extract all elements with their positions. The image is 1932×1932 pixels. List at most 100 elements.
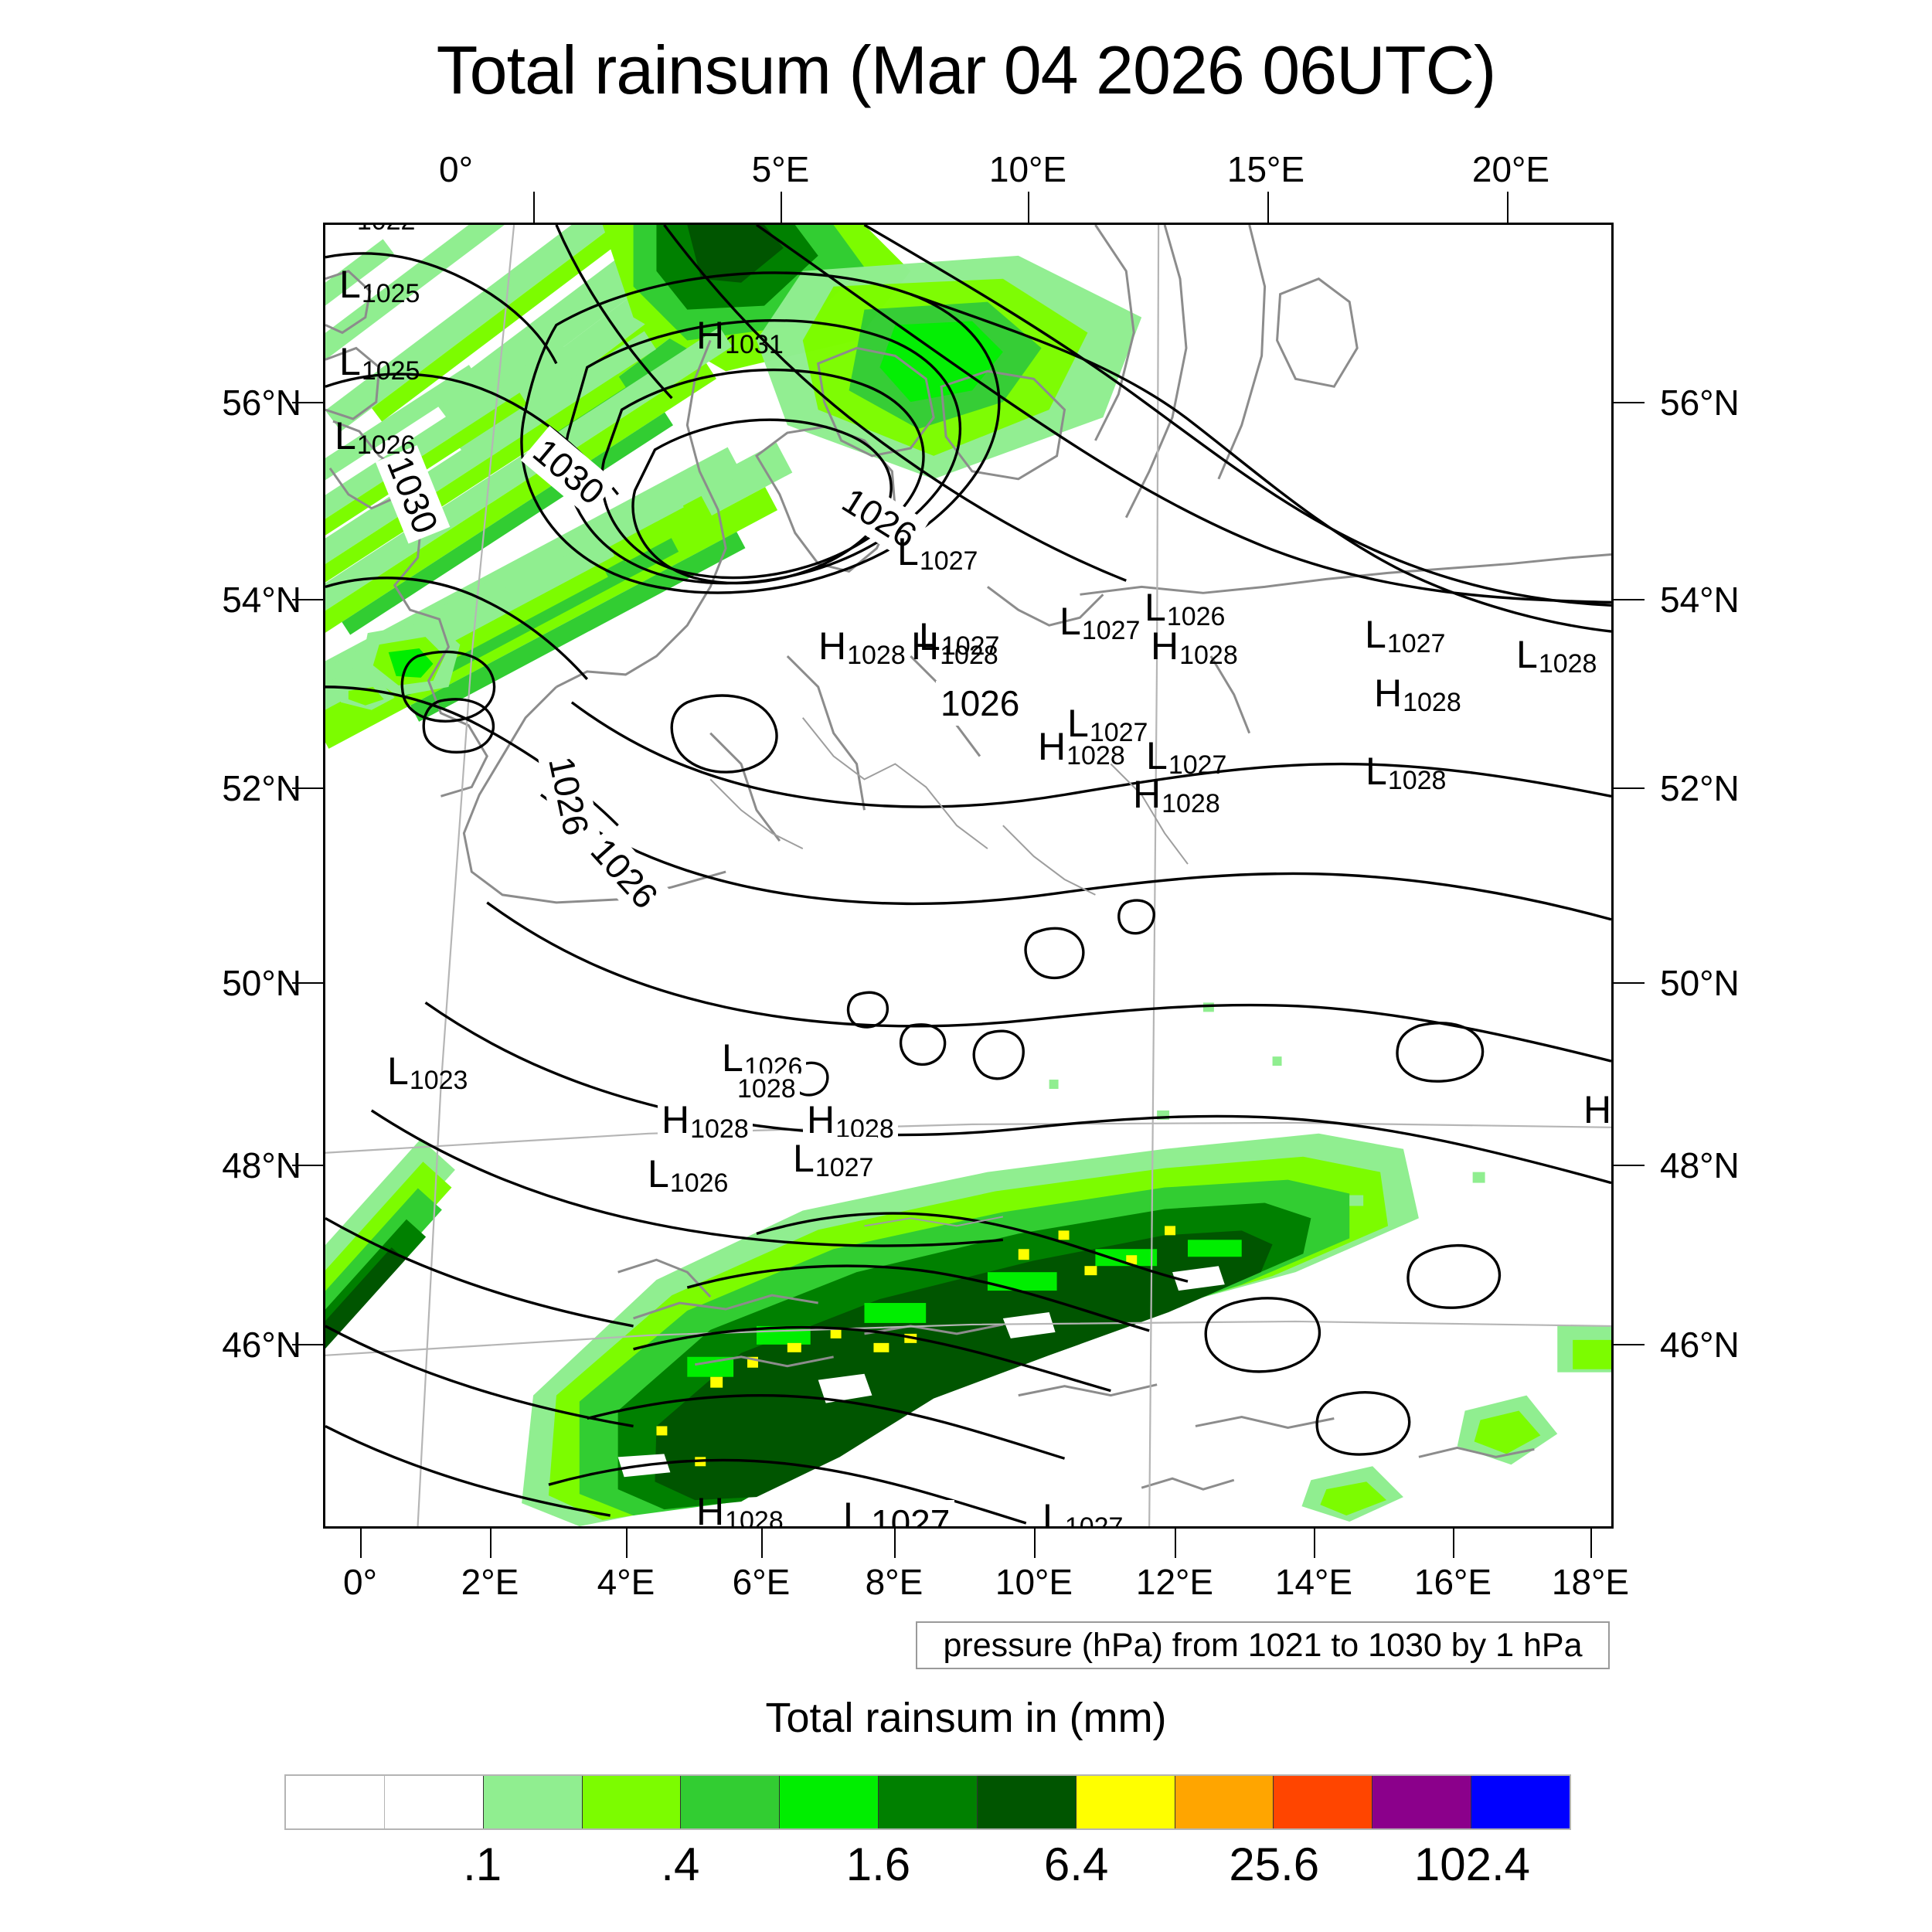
pressure-center-H1028-c: H1028 <box>1370 672 1465 718</box>
right-tick-2: 52°N <box>1660 768 1740 808</box>
pressure-center-L1028-h: L1028 <box>1366 750 1447 795</box>
colorbar-segment-5[interactable] <box>780 1776 879 1828</box>
top-tickmark <box>1028 192 1029 224</box>
map-canvas: 1030 1030 1026 1026 1026 1026 1027 L1022… <box>325 225 1611 1526</box>
right-tickmark <box>1614 599 1645 600</box>
pressure-center-L1027-i: L1027 <box>789 1137 878 1183</box>
pressure-legend: pressure (hPa) from 1021 to 1030 by 1 hP… <box>916 1621 1610 1669</box>
colorbar-tick-2: 1.6 <box>845 1838 911 1890</box>
left-tick-4: 48°N <box>222 1145 301 1185</box>
pressure-center-H1028-e: H1028 <box>1133 773 1220 818</box>
bottom-tick-8: 16°E <box>1413 1562 1492 1602</box>
top-tickmark <box>533 192 535 224</box>
right-tickmark <box>1614 1165 1645 1166</box>
pressure-center-L1026-g: L1026 <box>644 1152 733 1199</box>
bottom-tickmark <box>1590 1529 1592 1558</box>
graticule <box>325 225 1611 1526</box>
colorbar-title: Total rainsum in (mm) <box>765 1695 1167 1741</box>
colorbar-segment-12[interactable] <box>1471 1776 1570 1828</box>
colorbar[interactable] <box>284 1774 1571 1830</box>
pressure-center-H1031: H1031 <box>696 314 784 359</box>
left-tick-3: 50°N <box>222 963 301 1003</box>
left-tickmark <box>292 1344 323 1345</box>
colorbar-segment-1[interactable] <box>384 1776 484 1828</box>
colorbar-segment-0[interactable] <box>286 1776 385 1828</box>
pressure-center-L1027-f: L1027 <box>1361 613 1450 659</box>
pressure-center-L1027-h: L1027 <box>1146 734 1227 780</box>
right-tick-3: 50°N <box>1660 963 1740 1003</box>
pressure-center-L1025-b: L1025 <box>339 340 420 386</box>
colorbar-tick-0: .1 <box>463 1838 502 1890</box>
pressure-center-L1026-e: L1026 <box>1145 586 1226 631</box>
internal-borders <box>709 717 1189 1227</box>
left-tickmark <box>292 599 323 600</box>
colorbar-segment-9[interactable] <box>1175 1776 1274 1828</box>
top-tickmark <box>781 192 782 224</box>
pressure-center-L1027-bottom-b: L1027 <box>1043 1496 1124 1529</box>
bottom-tickmark <box>360 1529 362 1558</box>
bottom-tickmark <box>1314 1529 1315 1558</box>
colorbar-tick-1: .4 <box>661 1838 700 1890</box>
left-tickmark <box>292 1165 323 1166</box>
pressure-center-H1028-f: H1028 <box>658 1098 753 1145</box>
colorbar-segment-10[interactable] <box>1274 1776 1373 1828</box>
left-tickmark <box>292 402 323 403</box>
bottom-tick-2: 4°E <box>597 1562 655 1602</box>
colorbar-segment-6[interactable] <box>879 1776 978 1828</box>
colorbar-segment-3[interactable] <box>582 1776 682 1828</box>
right-tick-1: 54°N <box>1660 580 1740 620</box>
top-tick-3: 15°E <box>1226 149 1305 189</box>
right-tick-5: 46°N <box>1660 1325 1740 1365</box>
right-tick-0: 56°N <box>1660 383 1740 423</box>
pressure-center-L1027-bottom-a: L <box>843 1495 865 1529</box>
bottom-tick-9: 18°E <box>1551 1562 1630 1602</box>
pressure-center-H-right-edge: H <box>1583 1088 1612 1131</box>
pressure-center-L1023: L1023 <box>387 1049 468 1095</box>
left-tick-2: 52°N <box>222 768 301 808</box>
bottom-tick-4: 8°E <box>865 1562 923 1602</box>
pressure-center-H1028-bottom: H1028 <box>696 1490 784 1529</box>
right-tickmark <box>1614 982 1645 984</box>
left-tickmark <box>292 982 323 984</box>
colorbar-segment-8[interactable] <box>1076 1776 1175 1828</box>
pressure-center-L1027-e: L1027 <box>1060 600 1141 645</box>
left-tick-1: 54°N <box>222 580 301 620</box>
left-tick-5: 46°N <box>222 1325 301 1365</box>
page-title: Total rainsum (Mar 04 2026 06UTC) <box>436 32 1497 108</box>
colorbar-segment-7[interactable] <box>977 1776 1077 1828</box>
top-tick-2: 10°E <box>988 149 1067 189</box>
colorbar-segment-2[interactable] <box>483 1776 583 1828</box>
bottom-tick-1: 2°E <box>461 1562 519 1602</box>
right-tickmark <box>1614 402 1645 403</box>
colorbar-tick-3: 6.4 <box>1043 1838 1109 1890</box>
contour-label-1027-bottom: 1027 <box>866 1500 955 1526</box>
pressure-center-H1028-a: H1028 <box>818 624 906 670</box>
colorbar-tick-4: 25.6 <box>1229 1838 1320 1890</box>
pressure-center-L1022: L1022 <box>335 225 415 234</box>
bottom-tickmark <box>626 1529 628 1558</box>
bottom-tick-5: 10°E <box>995 1562 1073 1602</box>
bottom-tickmark <box>1034 1529 1036 1558</box>
top-tick-4: 20°E <box>1471 149 1550 189</box>
colorbar-segment-11[interactable] <box>1372 1776 1472 1828</box>
bottom-tickmark <box>894 1529 896 1558</box>
right-tickmark <box>1614 787 1645 789</box>
left-tickmark <box>292 787 323 789</box>
colorbar-segment-4[interactable] <box>681 1776 781 1828</box>
top-tick-1: 5°E <box>751 149 810 189</box>
top-tick-0: 0° <box>439 149 473 189</box>
bottom-tickmark <box>1453 1529 1454 1558</box>
pressure-center-L1028-i: 1028 <box>733 1073 800 1104</box>
bottom-tick-0: 0° <box>343 1562 377 1602</box>
pressure-center-L1025-a: L1025 <box>339 263 420 308</box>
isobar-contours <box>325 225 1611 1525</box>
pressure-legend-text: pressure (hPa) from 1021 to 1030 by 1 hP… <box>943 1626 1583 1664</box>
bottom-tick-3: 6°E <box>732 1562 791 1602</box>
left-tick-0: 56°N <box>222 383 301 423</box>
contour-label-1026-b: 1026 <box>936 681 1025 726</box>
pressure-center-H1028-d: H1028 <box>1038 725 1125 770</box>
right-tick-4: 48°N <box>1660 1145 1740 1185</box>
weather-map-panel[interactable]: 1030 1030 1026 1026 1026 1026 1027 L1022… <box>323 223 1614 1529</box>
bottom-tickmark <box>490 1529 492 1558</box>
colorbar-tick-5: 102.4 <box>1413 1838 1530 1890</box>
